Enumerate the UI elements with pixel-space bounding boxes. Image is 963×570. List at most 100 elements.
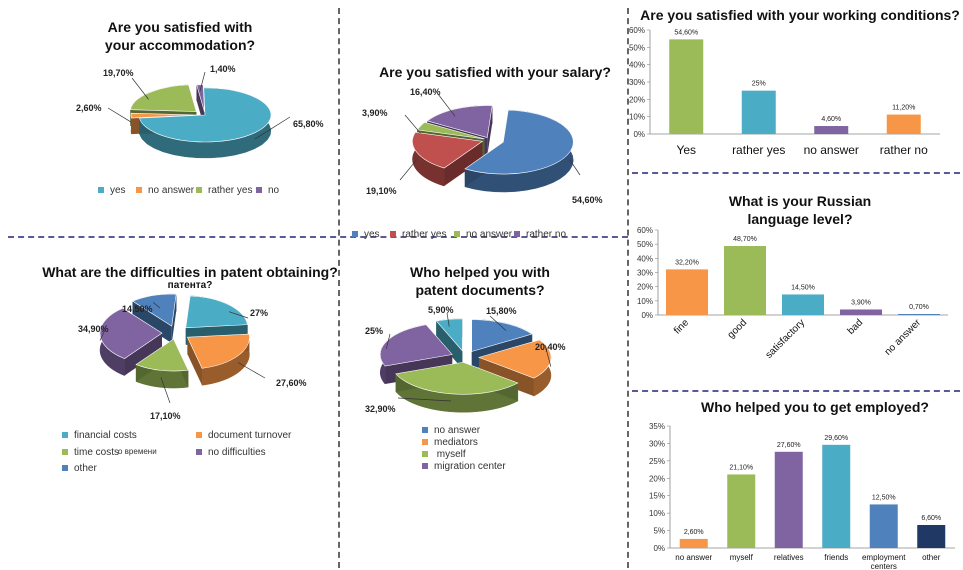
y-tick-label: 30% (629, 78, 645, 87)
russian_level-bars: 32,20% fine 48,70% good 14,50% satisfactory 3,… (666, 236, 940, 361)
employed-bar-chart: 0% 5% 10% 15% 20% 25% 30% 35% 2,60% no answer 21,1… (649, 422, 955, 570)
pie-value-label: 3,90% (362, 108, 388, 118)
legend-label: rather yes (208, 185, 253, 196)
y-tick-label: 0% (641, 311, 653, 320)
x-category-label: centers (871, 562, 897, 570)
legend-label: no answer (148, 185, 195, 196)
accommodation-title-line2: your accommodation? (104, 37, 256, 53)
working_conditions-bars: 54,60% Yes 25% rather yes 4,60% no answer 11,2… (669, 29, 928, 157)
legend-label: time costs (74, 447, 120, 458)
bar-value-label: 48,70% (733, 236, 757, 243)
accommodation-title-line1: Are you satisfied with (107, 19, 253, 35)
x-category-label: myself (730, 553, 754, 562)
patent_difficulties-pie-tops (99, 293, 250, 372)
working-bar-panel: 0% 10% 20% 30% 40% 50% 60% 54,60% Yes 25% rather y… (629, 0, 963, 172)
legend-swatch (422, 439, 428, 446)
legend-label: no difficulties (208, 447, 266, 458)
patent-help-legend: no answer mediators myself migration cen… (422, 425, 582, 475)
pie-slice-no (196, 84, 205, 112)
legend-item-document-turnover: document turnover (196, 430, 291, 441)
x-category-label: relatives (774, 553, 804, 562)
pie-value-label: 27% (250, 308, 268, 318)
pie-value-label: 54,60% (572, 195, 603, 205)
x-category-label: fine (672, 317, 691, 336)
pie-value-label: 16,40% (410, 87, 441, 97)
pie-slice-wall (132, 301, 172, 344)
x-category-label: good (726, 317, 750, 341)
pie-slice-yes (464, 109, 574, 175)
legend-item-no-answer: no answer (136, 185, 194, 196)
bar-value-label: 14,50% (791, 284, 815, 291)
bar-value-label: 27,60% (777, 442, 801, 449)
pie-leader-line (228, 311, 249, 319)
patent-difficulties-subtitle: патента? (167, 280, 213, 291)
pie-leader-line (107, 107, 132, 123)
legend-label: migration center (434, 461, 506, 472)
bar-friends (822, 444, 851, 548)
salary-pie-panel: 54,60% 19,10% 3,90% 16,40% (340, 0, 627, 250)
legend-item-no: no (256, 185, 279, 196)
x-category-label: employment (862, 553, 906, 562)
pie-slice-wall (487, 105, 493, 156)
pie-value-label: 65,80% (293, 119, 324, 129)
pie-slice-wall (171, 294, 177, 344)
x-category-label: rather yes (732, 143, 785, 157)
patent_help-pie-labels: 15,80% 20,40% 32,90% 25% 5,90% (365, 305, 566, 414)
patent_help-pie-tops (379, 318, 552, 395)
accommodation-title: Are you satisfied with your accommodatio… (80, 18, 280, 54)
x-category-label: no answer (804, 143, 859, 157)
patent-help-title-line1: Who helped you with (410, 264, 550, 280)
pie-leader-line (489, 315, 507, 331)
pie-value-label: 5,90% (428, 305, 454, 315)
bar-Yes (669, 39, 704, 134)
pie-leader-line (437, 93, 456, 117)
russian-title-line2: language level? (747, 211, 853, 227)
pie-leader-line (237, 362, 266, 379)
y-tick-label: 20% (629, 95, 645, 104)
salary-legend: yes rather yes no answer rather no (352, 229, 592, 243)
divider-horizontal-right-top (632, 172, 960, 174)
pie-slice-no-answer (130, 112, 198, 119)
legend-swatch (422, 427, 428, 434)
legend-item-no-answer: no answer (422, 425, 480, 436)
bar-value-label: 21,10% (729, 464, 753, 471)
y-tick-label: 10% (629, 113, 645, 122)
patent-difficulties-legend: financial costs document turnover time c… (62, 430, 332, 480)
divider-vertical-right (627, 8, 629, 568)
legend-label: no answer (466, 229, 513, 240)
salary-title: Are you satisfied with your salary? (379, 64, 611, 80)
legend-swatch (136, 187, 142, 194)
x-category-label: other (922, 553, 941, 562)
legend-swatch (422, 451, 428, 458)
pie-slice-myself (395, 361, 519, 395)
legend-swatch (514, 231, 520, 238)
legend-swatch (352, 231, 358, 238)
legend-label: document turnover (208, 430, 292, 441)
bar-no-answer (679, 538, 708, 548)
legend-swatch (62, 465, 68, 472)
bar-value-label: 11,20% (892, 105, 915, 112)
patent-help-title-line2: patent documents? (415, 282, 545, 298)
patent-difficulties-title-line: What are the difficulties in patent obta… (42, 264, 338, 280)
legend-item-time-costs: time costs (62, 447, 119, 458)
employment_help-axes: 0% 5% 10% 15% 20% 25% 30% 35% (649, 422, 955, 553)
pie-leader-line (160, 377, 171, 404)
pie-value-label: 15,80% (486, 306, 517, 316)
bar-rather-yes (741, 90, 776, 134)
pie-leader-line (99, 329, 106, 341)
legend-swatch (256, 187, 262, 194)
legend-item-myself: myself (422, 449, 466, 460)
legend-label: no (268, 185, 280, 196)
bar-value-label: 25% (752, 81, 766, 88)
pie-value-label: 27,60% (276, 378, 307, 388)
patent-help-pie-panel: 15,80% 20,40% 32,90% 25% 5,90% (340, 250, 627, 570)
legend-label: rather no (526, 229, 567, 240)
bar-good (724, 246, 766, 315)
salary-pie-tops (412, 105, 574, 175)
bar-value-label: 54,60% (674, 29, 698, 36)
legend-swatch (196, 432, 202, 439)
russian-bar-panel: 0% 10% 20% 30% 40% 50% 60% 32,20% fine 48,70% good… (630, 174, 963, 390)
bar-value-label: 32,20% (675, 259, 699, 266)
x-category-label: bad (846, 317, 866, 337)
russian-title: What is your Russian language level? (700, 192, 900, 228)
